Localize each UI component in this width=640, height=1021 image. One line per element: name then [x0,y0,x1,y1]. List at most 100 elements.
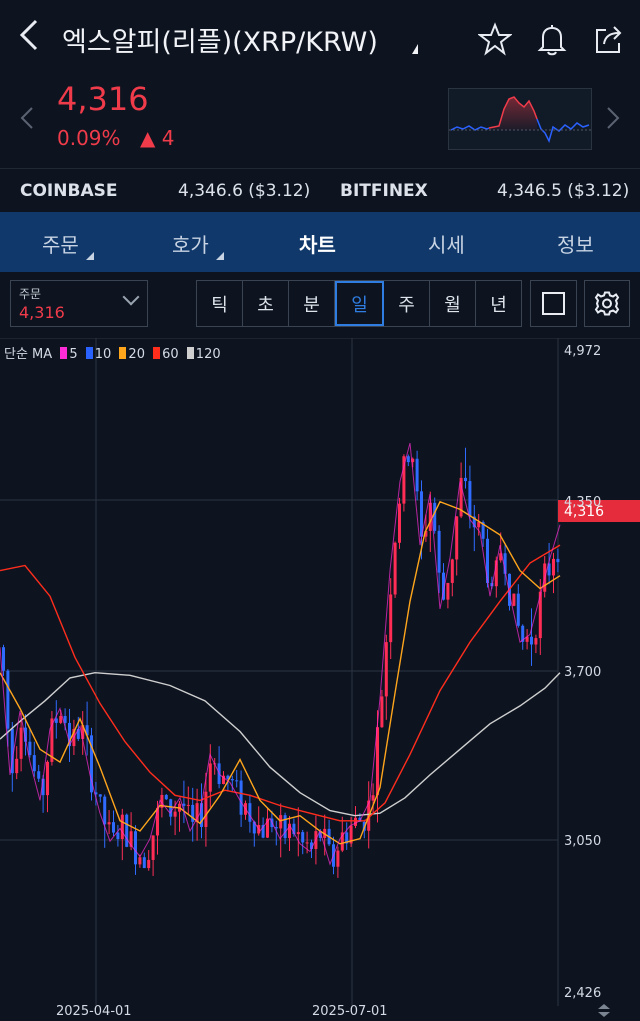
legend-swatch-ma5 [60,347,68,359]
y-tick-label: 3,050 [564,834,601,849]
period-month[interactable]: 월 [430,281,476,326]
candle-body [305,842,309,844]
change-percent: 0.09% [57,126,121,150]
tab-order[interactable]: 주문 [42,233,79,257]
candle-body [59,716,63,723]
candle-body [481,522,485,539]
price-chart[interactable]: 4,316 4,972 4,350 3,700 3,050 2,426 2025… [0,337,640,1019]
candle-body [169,799,173,817]
y-tick-label: 4,350 [564,495,601,510]
ma-legend: 단순 MA 5 10 20 60 120 [4,343,221,362]
candle-body [94,792,98,795]
candle-body [446,582,450,600]
tab-orderbook[interactable]: 호가 [172,233,209,257]
period-minute[interactable]: 분 [289,281,335,326]
period-year[interactable]: 년 [490,294,507,316]
next-coin-button[interactable] [606,106,620,137]
chevron-left-icon [19,19,38,51]
title-caret-icon[interactable] [412,44,418,54]
gear-icon [594,291,620,316]
legend-swatch-ma120 [186,347,194,359]
candle-body [384,642,388,697]
candle-body [222,775,225,784]
candle-body [10,728,14,774]
candle-body [486,538,489,584]
chart-toolbar: 주문 4,316 틱 초 분 일 주 월 년 [0,272,640,338]
candle-body [252,821,256,834]
tab-chart[interactable]: 차트 [299,233,336,257]
period-selector: 틱 초 분 일 주 월 년 [196,280,522,327]
tab-market[interactable]: 시세 [428,233,465,257]
candle-body [318,831,322,838]
page-title[interactable]: 엑스알피(리플)(XRP/KRW) [62,27,378,58]
candle-body [358,817,362,822]
candle-body [261,824,265,838]
candle-body [107,822,111,825]
caret-icon [86,252,94,260]
candle-body [433,502,437,531]
candle-body [195,803,199,822]
favorite-button[interactable] [477,22,513,56]
candle-body [521,625,525,642]
exchange-price: 4,346.6 ($3.12) [178,181,311,201]
candle-body [468,481,472,517]
share-icon [596,26,622,53]
candle-body [116,832,120,840]
candle-body [340,832,344,851]
candle-body [134,831,137,865]
candle-body [380,696,384,728]
legend-value: 60 [162,347,179,362]
y-tick-label: 2,426 [564,986,601,1001]
current-price: 4,316 [57,80,149,118]
candle-body [459,477,463,517]
fullscreen-button[interactable] [530,280,577,327]
period-tick[interactable]: 틱 [197,281,243,326]
candle-body [173,811,177,817]
order-dropdown[interactable]: 주문 4,316 [10,280,148,327]
candle-body [310,842,313,849]
candle-body [235,780,239,782]
candle-body [301,832,305,843]
alert-button[interactable] [535,22,569,56]
legend-value: 5 [69,347,78,362]
candle-body [371,795,375,801]
period-day[interactable]: 일 [335,281,384,326]
candle-body [345,832,349,844]
candle-body [76,728,80,739]
candle-body [274,827,278,829]
scroll-handle-icon[interactable] [598,1004,610,1017]
share-button[interactable] [592,22,626,56]
candle-body [437,530,441,573]
candle-body [477,522,481,528]
candle-body [32,755,36,772]
chevron-right-icon [607,107,620,129]
candle-body [556,558,560,563]
chevron-left-icon [20,107,33,129]
candle-body [442,572,445,600]
candle-body [534,638,538,645]
back-button[interactable] [18,18,40,61]
period-week[interactable]: 주 [384,281,430,326]
candle-body [512,593,516,606]
settings-button[interactable] [584,280,630,327]
prev-coin-button[interactable] [20,106,34,137]
candles [2,447,560,878]
candle-body [292,823,296,835]
candle-body [28,741,32,756]
candle-body [90,735,93,793]
candle-body [156,807,159,836]
mini-chart[interactable] [448,88,592,150]
candle-body [85,725,89,736]
candle-body [54,718,58,723]
tab-info[interactable]: 정보 [557,233,594,257]
period-second[interactable]: 초 [243,281,289,326]
candle-body [6,670,10,729]
candle-body [552,558,555,576]
ma5-line [0,442,561,866]
candle-body [288,823,291,839]
chevron-down-icon [122,288,140,306]
candlestick-chart[interactable]: 4,316 4,972 4,350 3,700 3,050 2,426 2025… [0,337,640,1019]
candle-body [120,814,124,840]
candle-body [547,563,551,576]
candle-body [472,516,476,528]
